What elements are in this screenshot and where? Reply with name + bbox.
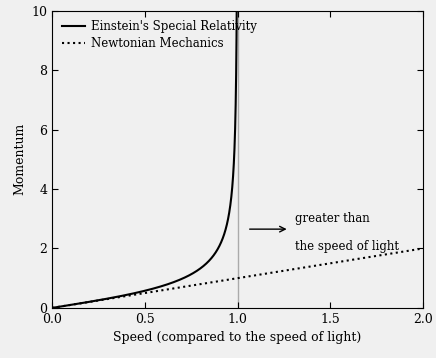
Text: the speed of light: the speed of light xyxy=(295,240,399,252)
Text: greater than: greater than xyxy=(295,212,370,225)
X-axis label: Speed (compared to the speed of light): Speed (compared to the speed of light) xyxy=(113,331,362,344)
Y-axis label: Momentum: Momentum xyxy=(13,123,26,195)
Legend: Einstein's Special Relativity, Newtonian Mechanics: Einstein's Special Relativity, Newtonian… xyxy=(58,16,261,53)
